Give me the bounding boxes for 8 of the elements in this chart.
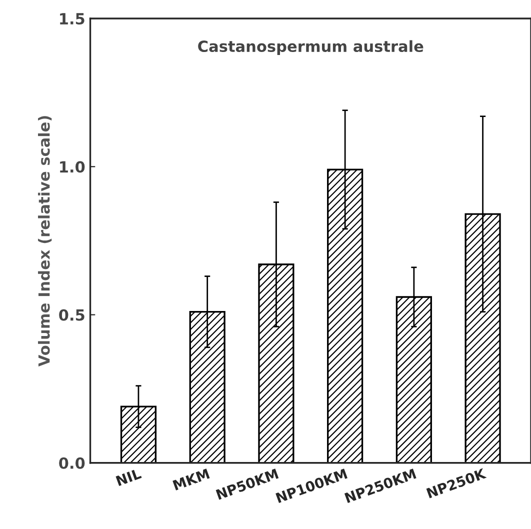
y-axis-title: Volume Index (relative scale) [38,116,52,367]
y-tick-label: 1.5 [60,13,84,25]
x-tick-label: NIL [116,468,142,486]
y-tick-label: 0.0 [59,457,85,469]
y-tick-label: 1.0 [60,161,85,173]
text: Castanospermum australe [198,40,424,56]
y-tick-label: 0.5 [59,309,84,321]
x-tick-label: MKM [172,468,210,490]
